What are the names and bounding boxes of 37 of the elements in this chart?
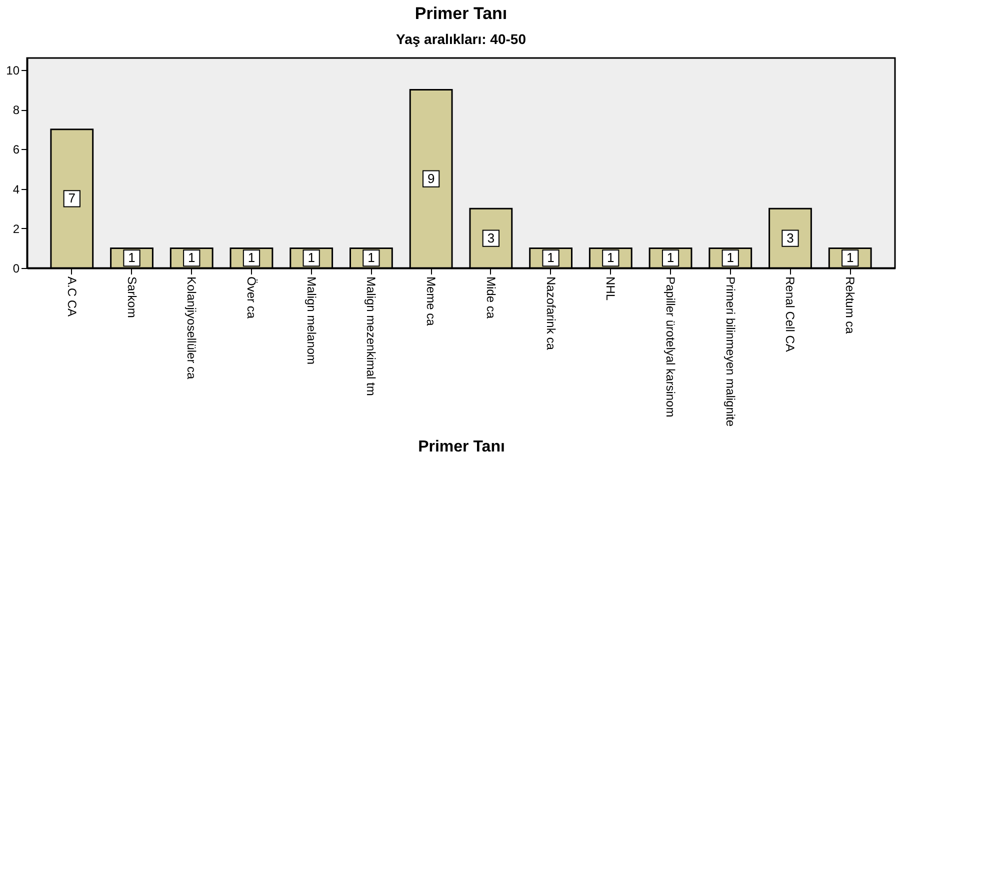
y-tick-label: 10 [6, 63, 20, 78]
data-label: 3 [487, 230, 495, 246]
data-label: 1 [726, 250, 734, 266]
data-label: 1 [666, 250, 674, 266]
data-label: 1 [846, 250, 854, 266]
data-label: 1 [607, 250, 614, 266]
data-label: 1 [308, 250, 315, 266]
x-tick-label: Kolanjiyosellüler ca [184, 276, 199, 380]
y-tick-label: 4 [12, 182, 20, 196]
data-label: 9 [427, 170, 435, 186]
x-axis-title: Primer Tanı [418, 438, 505, 456]
x-tick-label: Sarkom [124, 276, 139, 318]
x-tick-label: A.C CA [64, 276, 79, 317]
y-tick-label: 8 [12, 103, 20, 118]
data-label: 7 [68, 190, 76, 206]
x-tick-label: Över ca [244, 276, 258, 319]
data-label: 1 [188, 250, 196, 266]
data-label: 3 [786, 230, 794, 246]
chart-subtitle: Yaş aralıkları: 40-50 [396, 31, 526, 47]
y-tick-label: 0 [12, 262, 20, 276]
x-tick-label: Mide ca [484, 276, 498, 319]
x-tick-label: Meme ca [424, 276, 438, 326]
data-label: 1 [248, 250, 256, 266]
x-tick-label: Malign melanom [304, 276, 318, 365]
chart-title: Primer Tanı [414, 4, 508, 23]
x-tick-label: Rektum ca [843, 276, 858, 334]
x-tick-label: Renal Cell CA [783, 276, 798, 352]
x-tick-label: Malign mezenkimal tm [364, 276, 378, 396]
data-label: 1 [128, 250, 136, 266]
x-tick-label: Papiller ürotelyal karsinom [664, 276, 678, 418]
data-label: 1 [368, 250, 375, 266]
y-tick-label: 6 [12, 142, 20, 157]
x-tick-label: Nazofarink ca [544, 276, 558, 350]
y-tick-label: 2 [12, 222, 20, 236]
x-tick-label: NHL [604, 276, 618, 301]
data-label: 1 [547, 250, 554, 266]
x-tick-label: Primeri bilinmeyen malignite [723, 276, 738, 427]
